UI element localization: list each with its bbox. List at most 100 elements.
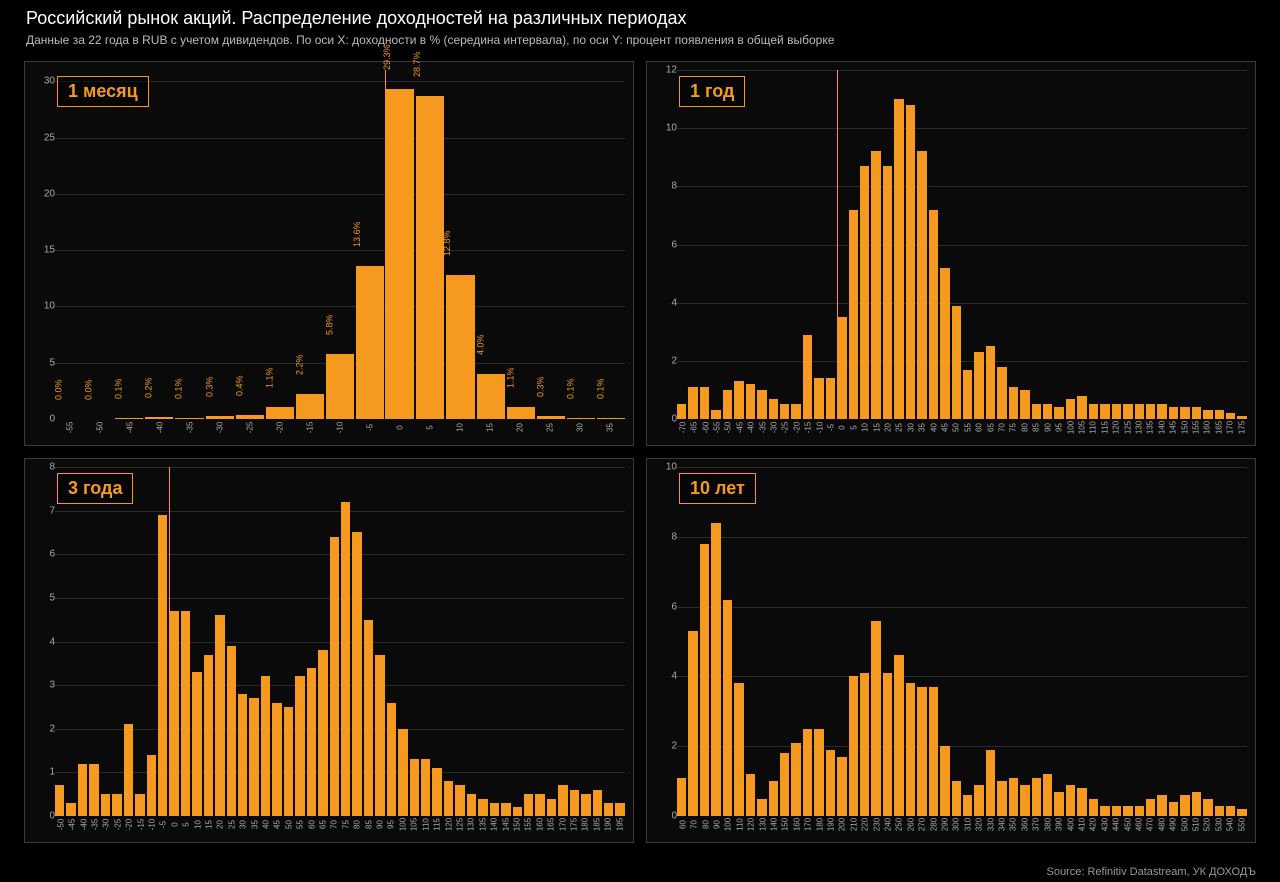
bar-slot: 13.6% bbox=[356, 70, 384, 419]
bar bbox=[826, 750, 835, 816]
bar-slot bbox=[558, 467, 567, 816]
bar-slot bbox=[1077, 70, 1086, 419]
bar bbox=[688, 631, 697, 816]
bar-slot bbox=[1009, 70, 1018, 419]
bar bbox=[478, 799, 487, 816]
bar bbox=[386, 89, 414, 419]
bars-container: 0.0%0.0%0.1%0.2%0.1%0.3%0.4%1.1%2.2%5.8%… bbox=[55, 70, 625, 419]
x-tick: 90 bbox=[1042, 421, 1053, 443]
bar-slot bbox=[734, 70, 743, 419]
bar-slot: 0.1% bbox=[567, 70, 595, 419]
x-tick: 170 bbox=[557, 818, 568, 840]
bar bbox=[974, 785, 983, 816]
x-tick: 230 bbox=[871, 818, 882, 840]
x-tick: 130 bbox=[757, 818, 768, 840]
bar-slot bbox=[906, 467, 915, 816]
bar bbox=[883, 673, 892, 816]
x-tick: 40 bbox=[928, 421, 939, 443]
bar-slot bbox=[1077, 467, 1086, 816]
x-tick: 130 bbox=[1133, 421, 1144, 443]
x-axis: -50-45-40-35-30-25-20-15-10-505101520253… bbox=[55, 818, 625, 840]
bar bbox=[803, 335, 812, 419]
bar-slot bbox=[1237, 70, 1246, 419]
bar-slot bbox=[677, 70, 686, 419]
bar bbox=[101, 794, 110, 816]
x-tick: 85 bbox=[363, 818, 374, 840]
x-tick: -25 bbox=[780, 421, 791, 443]
y-tick: 5 bbox=[31, 592, 55, 603]
bar-value-label: 0.0% bbox=[84, 379, 94, 400]
bar bbox=[769, 781, 778, 816]
bar bbox=[849, 676, 858, 816]
bar-slot bbox=[398, 467, 407, 816]
x-tick: -5 bbox=[355, 421, 385, 443]
bar-slot bbox=[1157, 467, 1166, 816]
bar-slot: 12.8% bbox=[446, 70, 474, 419]
bar bbox=[567, 418, 595, 419]
x-tick: 90 bbox=[711, 818, 722, 840]
x-tick: -30 bbox=[768, 421, 779, 443]
x-tick: 30 bbox=[905, 421, 916, 443]
bar-slot bbox=[78, 467, 87, 816]
y-tick: 12 bbox=[653, 65, 677, 76]
x-tick: 5 bbox=[415, 421, 445, 443]
x-tick: 155 bbox=[1190, 421, 1201, 443]
bar-slot bbox=[249, 467, 258, 816]
x-tick: 25 bbox=[535, 421, 565, 443]
y-tick: 4 bbox=[653, 671, 677, 682]
x-tick: 15 bbox=[475, 421, 505, 443]
x-tick: 120 bbox=[1110, 421, 1121, 443]
x-tick: -50 bbox=[85, 421, 115, 443]
x-tick: 140 bbox=[1156, 421, 1167, 443]
bar-value-label: 29.3% bbox=[382, 45, 392, 71]
bar bbox=[1226, 413, 1235, 419]
y-axis: 024681012 bbox=[653, 70, 677, 419]
bar-slot bbox=[791, 467, 800, 816]
bar-slot bbox=[1066, 467, 1075, 816]
x-tick: 5 bbox=[180, 818, 191, 840]
bar bbox=[940, 268, 949, 419]
bar bbox=[986, 346, 995, 419]
x-tick: 165 bbox=[1213, 421, 1224, 443]
bar-slot bbox=[352, 467, 361, 816]
x-tick: -55 bbox=[711, 421, 722, 443]
bar-slot bbox=[723, 467, 732, 816]
x-tick: 165 bbox=[545, 818, 556, 840]
bar-slot bbox=[513, 467, 522, 816]
bar-slot bbox=[1100, 467, 1109, 816]
x-tick: 20 bbox=[505, 421, 535, 443]
x-tick: 420 bbox=[1088, 818, 1099, 840]
x-tick: -30 bbox=[101, 818, 112, 840]
bar bbox=[952, 306, 961, 419]
bar-slot bbox=[1089, 467, 1098, 816]
x-tick: 15 bbox=[871, 421, 882, 443]
y-tick: 4 bbox=[31, 636, 55, 647]
bar bbox=[974, 352, 983, 419]
bar-slot bbox=[295, 467, 304, 816]
bar bbox=[1192, 407, 1201, 419]
bar-value-label: 12.8% bbox=[443, 230, 453, 256]
chart-area bbox=[55, 467, 625, 816]
bar bbox=[997, 781, 1006, 816]
x-tick: 35 bbox=[249, 818, 260, 840]
bar-slot bbox=[677, 467, 686, 816]
y-tick: 15 bbox=[31, 245, 55, 256]
bar-slot bbox=[1009, 467, 1018, 816]
bar-slot: 0.4% bbox=[236, 70, 264, 419]
bar bbox=[700, 544, 709, 816]
x-tick: -45 bbox=[115, 421, 145, 443]
x-tick: 200 bbox=[837, 818, 848, 840]
bar bbox=[169, 611, 178, 816]
bar bbox=[952, 781, 961, 816]
bar bbox=[780, 753, 789, 816]
bar-slot bbox=[1169, 467, 1178, 816]
bar-slot bbox=[1146, 70, 1155, 419]
y-tick: 10 bbox=[653, 462, 677, 473]
y-tick: 10 bbox=[653, 123, 677, 134]
bar bbox=[837, 317, 846, 419]
x-tick: 70 bbox=[688, 818, 699, 840]
x-tick: -40 bbox=[745, 421, 756, 443]
bar bbox=[1135, 806, 1144, 816]
bar bbox=[1054, 792, 1063, 816]
y-tick: 1 bbox=[31, 767, 55, 778]
